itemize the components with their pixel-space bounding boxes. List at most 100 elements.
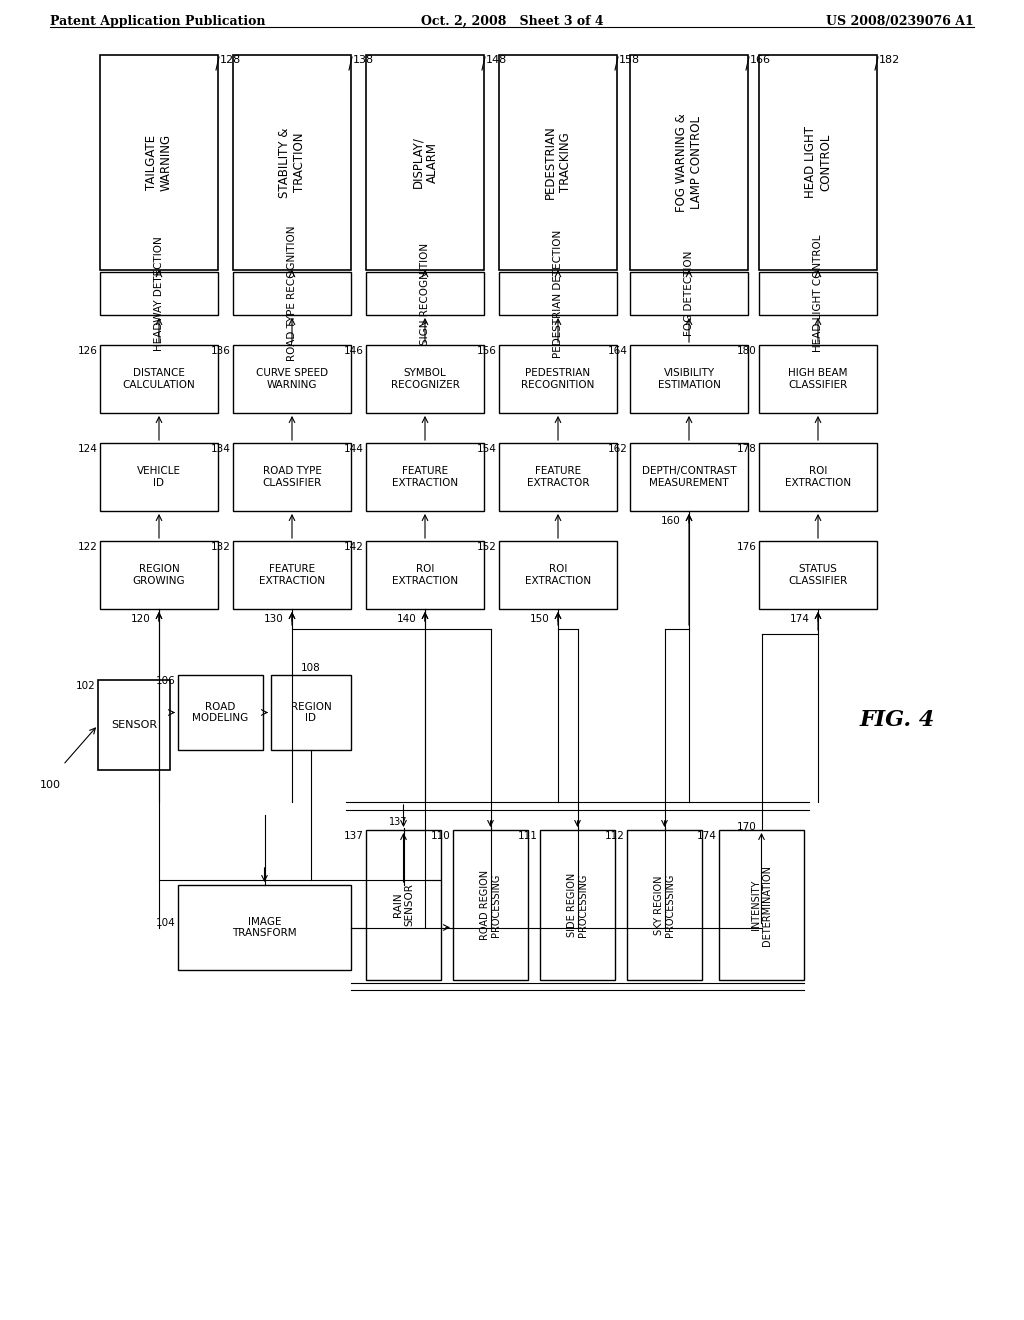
Text: US 2008/0239076 A1: US 2008/0239076 A1 xyxy=(826,15,974,28)
Text: 158: 158 xyxy=(618,55,640,65)
Bar xyxy=(100,541,218,609)
Text: 140: 140 xyxy=(397,614,417,624)
Bar xyxy=(271,675,351,750)
Text: 130: 130 xyxy=(264,614,284,624)
Bar xyxy=(499,541,617,609)
Bar xyxy=(453,830,528,979)
Text: SIGN RECOGNITION: SIGN RECOGNITION xyxy=(420,243,430,345)
Text: 111: 111 xyxy=(518,832,538,841)
Bar xyxy=(366,272,484,315)
Text: SIDE REGION
PROCESSING: SIDE REGION PROCESSING xyxy=(566,873,589,937)
Bar xyxy=(627,830,702,979)
Text: STABILITY &
TRACTION: STABILITY & TRACTION xyxy=(278,127,306,198)
Text: REGION
ID: REGION ID xyxy=(291,702,332,723)
Text: 162: 162 xyxy=(608,444,628,454)
Text: 160: 160 xyxy=(662,516,681,525)
Text: 108: 108 xyxy=(301,663,321,673)
Text: 178: 178 xyxy=(737,444,757,454)
Text: 152: 152 xyxy=(477,543,497,552)
Text: HEAD LIGHT CONTROL: HEAD LIGHT CONTROL xyxy=(813,235,823,352)
Text: 138: 138 xyxy=(353,55,374,65)
Bar xyxy=(499,272,617,315)
Bar xyxy=(540,830,615,979)
Bar xyxy=(499,55,617,271)
Text: SENSOR: SENSOR xyxy=(111,719,157,730)
Bar xyxy=(630,345,748,413)
Bar xyxy=(100,345,218,413)
Text: 174: 174 xyxy=(791,614,810,624)
Text: 120: 120 xyxy=(131,614,151,624)
Text: FIG. 4: FIG. 4 xyxy=(860,709,935,731)
Bar xyxy=(366,345,484,413)
Bar xyxy=(499,345,617,413)
Text: 137: 137 xyxy=(388,817,407,828)
Text: HEADWAY DETECTION: HEADWAY DETECTION xyxy=(154,236,164,351)
Text: 104: 104 xyxy=(157,917,176,928)
Text: 170: 170 xyxy=(736,822,757,832)
Text: ROI
EXTRACTION: ROI EXTRACTION xyxy=(392,564,458,586)
Text: SYMBOL
RECOGNIZER: SYMBOL RECOGNIZER xyxy=(390,368,460,389)
Text: 176: 176 xyxy=(737,543,757,552)
Bar xyxy=(366,444,484,511)
Bar xyxy=(233,345,351,413)
Text: CURVE SPEED
WARNING: CURVE SPEED WARNING xyxy=(256,368,328,389)
Text: 180: 180 xyxy=(737,346,757,356)
Bar xyxy=(233,541,351,609)
Text: IMAGE
TRANSFORM: IMAGE TRANSFORM xyxy=(232,916,297,939)
Bar xyxy=(233,272,351,315)
Text: RAIN
SENSOR: RAIN SENSOR xyxy=(392,883,415,927)
Bar xyxy=(233,55,351,271)
Text: 150: 150 xyxy=(530,614,550,624)
Bar xyxy=(499,444,617,511)
Text: FEATURE
EXTRACTION: FEATURE EXTRACTION xyxy=(392,466,458,488)
Text: 182: 182 xyxy=(879,55,900,65)
Bar xyxy=(233,444,351,511)
Text: DEPTH/CONTRAST
MEASUREMENT: DEPTH/CONTRAST MEASUREMENT xyxy=(642,466,736,488)
Text: ROAD
MODELING: ROAD MODELING xyxy=(193,702,249,723)
Text: VEHICLE
ID: VEHICLE ID xyxy=(137,466,181,488)
Bar xyxy=(98,680,170,770)
Bar xyxy=(759,345,877,413)
Bar xyxy=(759,444,877,511)
Bar xyxy=(178,675,263,750)
Text: FOG WARNING &
LAMP CONTROL: FOG WARNING & LAMP CONTROL xyxy=(675,114,703,213)
Text: ROI
EXTRACTION: ROI EXTRACTION xyxy=(785,466,851,488)
Text: 146: 146 xyxy=(344,346,364,356)
Text: 102: 102 xyxy=(76,681,96,690)
Text: 132: 132 xyxy=(211,543,231,552)
Bar xyxy=(630,55,748,271)
Bar xyxy=(100,55,218,271)
Text: 110: 110 xyxy=(431,832,451,841)
Text: 156: 156 xyxy=(477,346,497,356)
Text: 134: 134 xyxy=(211,444,231,454)
Text: STATUS
CLASSIFIER: STATUS CLASSIFIER xyxy=(788,564,848,586)
Bar xyxy=(630,444,748,511)
Bar xyxy=(366,541,484,609)
Text: INTENSITY
DETERMINATION: INTENSITY DETERMINATION xyxy=(751,865,772,945)
Text: DISTANCE
CALCULATION: DISTANCE CALCULATION xyxy=(123,368,196,389)
Text: ROAD TYPE RECOGNITION: ROAD TYPE RECOGNITION xyxy=(287,226,297,362)
Text: SKY REGION
PROCESSING: SKY REGION PROCESSING xyxy=(653,874,675,937)
Text: 154: 154 xyxy=(477,444,497,454)
Text: HEAD LIGHT
CONTROL: HEAD LIGHT CONTROL xyxy=(804,127,831,198)
Text: REGION
GROWING: REGION GROWING xyxy=(133,564,185,586)
Text: 142: 142 xyxy=(344,543,364,552)
Text: PEDESTRIAN
RECOGNITION: PEDESTRIAN RECOGNITION xyxy=(521,368,595,389)
Text: VISIBILITY
ESTIMATION: VISIBILITY ESTIMATION xyxy=(657,368,721,389)
Bar xyxy=(759,272,877,315)
Bar xyxy=(630,272,748,315)
Text: FEATURE
EXTRACTOR: FEATURE EXTRACTOR xyxy=(526,466,589,488)
Bar xyxy=(100,444,218,511)
Text: 128: 128 xyxy=(220,55,242,65)
Text: ROAD TYPE
CLASSIFIER: ROAD TYPE CLASSIFIER xyxy=(262,466,322,488)
Text: 148: 148 xyxy=(486,55,507,65)
Text: 124: 124 xyxy=(78,444,98,454)
Text: 166: 166 xyxy=(750,55,771,65)
Text: Oct. 2, 2008   Sheet 3 of 4: Oct. 2, 2008 Sheet 3 of 4 xyxy=(421,15,603,28)
Bar xyxy=(759,55,877,271)
Text: Patent Application Publication: Patent Application Publication xyxy=(50,15,265,28)
Text: FEATURE
EXTRACTION: FEATURE EXTRACTION xyxy=(259,564,325,586)
Text: PEDESTRIAN DETECTION: PEDESTRIAN DETECTION xyxy=(553,230,563,358)
Text: 136: 136 xyxy=(211,346,231,356)
Text: 112: 112 xyxy=(605,832,625,841)
